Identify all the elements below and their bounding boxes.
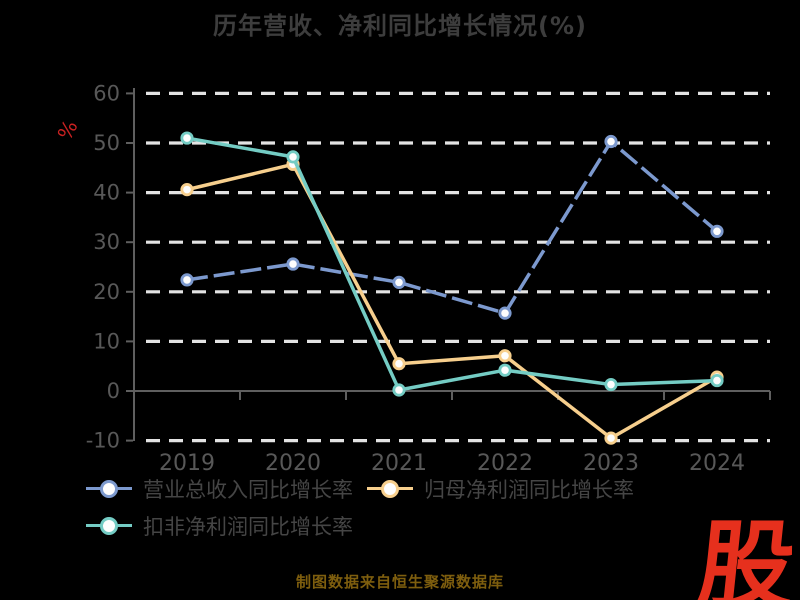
line-marker-icon xyxy=(86,479,132,499)
svg-text:2019: 2019 xyxy=(159,451,215,476)
chart-title: 历年营收、净利同比增长情况(%) xyxy=(213,12,587,40)
legend-item-net-profit-growth[interactable]: 归母净利润同比增长率 xyxy=(367,474,634,504)
legend-label: 归母净利润同比增长率 xyxy=(424,477,634,502)
svg-text:40: 40 xyxy=(93,181,120,205)
svg-text:2020: 2020 xyxy=(265,451,321,476)
svg-text:2021: 2021 xyxy=(371,451,427,476)
svg-text:2023: 2023 xyxy=(583,451,639,476)
legend-label: 扣非净利润同比增长率 xyxy=(143,514,353,539)
legend-row-1: 营业总收入同比增长率 归母净利润同比增长率 xyxy=(86,470,746,507)
svg-text:-10: -10 xyxy=(86,429,120,453)
svg-text:50: 50 xyxy=(93,131,120,155)
chart-legend: 营业总收入同比增长率 归母净利润同比增长率 扣非净利润同比增长率 xyxy=(86,470,746,544)
gridlines: -10 0 10 20 30 40 50 60 xyxy=(86,81,770,453)
svg-text:30: 30 xyxy=(93,230,120,254)
data-source-note: 制图数据来自恒生聚源数据库 xyxy=(295,573,504,591)
svg-text:10: 10 xyxy=(93,329,120,353)
svg-text:20: 20 xyxy=(93,280,120,304)
svg-text:2024: 2024 xyxy=(689,451,745,476)
brand-logo: 股 xyxy=(692,510,800,600)
legend-label: 营业总收入同比增长率 xyxy=(143,477,353,502)
legend-row-2: 扣非净利润同比增长率 xyxy=(86,507,746,544)
legend-item-deducted-profit-growth[interactable]: 扣非净利润同比增长率 xyxy=(86,511,353,541)
svg-text:60: 60 xyxy=(93,81,120,105)
line-marker-icon xyxy=(367,479,413,499)
svg-text:0: 0 xyxy=(107,379,120,403)
svg-text:2022: 2022 xyxy=(477,451,533,476)
legend-item-revenue-growth[interactable]: 营业总收入同比增长率 xyxy=(86,474,353,504)
line-marker-icon xyxy=(86,516,132,536)
